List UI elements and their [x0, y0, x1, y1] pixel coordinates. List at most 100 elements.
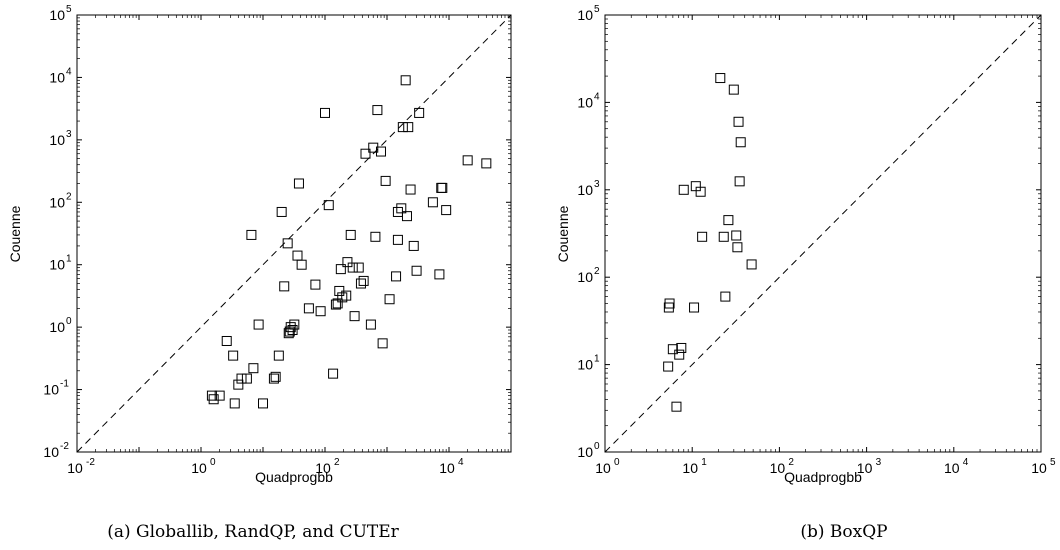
y-tick-exponent: 4 — [66, 66, 72, 77]
data-point — [663, 361, 674, 372]
data-point — [481, 158, 492, 169]
x-tick-exponent: 2 — [788, 457, 794, 468]
data-point — [462, 155, 473, 166]
plot-frame — [604, 14, 1042, 453]
plot-frame — [76, 14, 512, 453]
y-axis-label: Couenne — [7, 205, 23, 262]
y-tick-exponent: 3 — [66, 129, 72, 140]
y-axis-label: Couenne — [555, 205, 571, 262]
x-tick-exponent: -2 — [86, 457, 95, 468]
data-point — [365, 319, 376, 330]
data-point — [320, 107, 330, 118]
data-point — [355, 278, 366, 289]
data-point — [370, 231, 381, 242]
data-point — [397, 122, 408, 133]
y-tick-label: 10 — [577, 444, 593, 460]
x-axis-label: Quadprogbb — [255, 469, 333, 485]
y-tick-label: 10 — [49, 319, 65, 335]
data-point — [323, 200, 334, 211]
x-tick-label: 10 — [595, 460, 611, 476]
data-point — [214, 390, 225, 401]
data-point — [434, 269, 445, 280]
data-point — [733, 116, 744, 127]
y-tick-label: 10 — [577, 7, 593, 23]
data-point — [289, 319, 300, 330]
data-point — [414, 107, 425, 118]
y-tick-exponent: 0 — [66, 316, 72, 327]
x-tick-label: 10 — [439, 460, 455, 476]
data-point — [337, 292, 348, 303]
identity-reference-line — [604, 14, 1042, 453]
data-point — [732, 242, 743, 253]
data-point — [384, 294, 395, 305]
y-tick-exponent: 0 — [594, 441, 600, 452]
data-point — [396, 203, 407, 214]
data-point — [303, 303, 314, 314]
data-point — [335, 264, 346, 275]
data-point — [328, 368, 339, 379]
data-point — [380, 175, 391, 186]
data-point — [270, 371, 281, 382]
data-point — [368, 142, 379, 153]
y-tick-label: 10 — [43, 382, 59, 398]
y-tick-exponent: 1 — [66, 254, 72, 265]
data-point — [695, 186, 706, 197]
data-point — [678, 184, 689, 195]
data-point — [296, 259, 307, 270]
data-point — [723, 215, 734, 226]
data-point — [315, 306, 326, 317]
y-tick-label: 10 — [49, 7, 65, 23]
x-tick-label: 10 — [315, 460, 331, 476]
x-tick-exponent: 0 — [210, 457, 216, 468]
data-point — [392, 234, 403, 245]
data-point — [671, 401, 682, 412]
data-point — [273, 350, 284, 361]
data-point — [718, 231, 729, 242]
y-tick-label: 10 — [49, 132, 65, 148]
panel-caption: (b) BoxQP — [800, 522, 887, 542]
y-tick-exponent: 5 — [66, 4, 72, 15]
data-point — [253, 319, 264, 330]
data-point — [728, 84, 739, 95]
x-tick-exponent: 3 — [876, 457, 882, 468]
x-tick-labels: 10 0 10 1 10 2 10 3 10 4 10 5 — [595, 457, 1056, 476]
data-point — [731, 230, 742, 241]
y-tick-exponent: 3 — [594, 179, 600, 190]
x-tick-exponent: 2 — [334, 457, 340, 468]
data-point — [405, 184, 416, 195]
tick-marks — [76, 14, 512, 453]
data-point — [241, 373, 252, 384]
data-point — [342, 257, 353, 268]
data-point — [411, 265, 422, 276]
data-point — [401, 211, 412, 222]
y-tick-exponent: 1 — [594, 354, 600, 365]
x-tick-exponent: 1 — [701, 457, 707, 468]
data-point — [375, 146, 386, 157]
x-tick-label: 10 — [1031, 460, 1047, 476]
data-point — [735, 137, 746, 148]
data-point — [427, 197, 438, 208]
y-tick-exponent: 4 — [594, 91, 600, 102]
data-point — [310, 279, 321, 290]
data-points — [206, 75, 492, 409]
data-point — [258, 398, 268, 409]
data-point — [248, 363, 259, 374]
data-point — [285, 322, 296, 333]
y-tick-label: 10 — [49, 257, 65, 273]
data-point — [664, 298, 675, 309]
data-point — [293, 178, 304, 189]
data-point — [391, 271, 402, 282]
data-point — [349, 311, 360, 322]
data-point — [282, 238, 293, 249]
data-point — [697, 231, 708, 242]
y-tick-label: 10 — [49, 194, 65, 210]
data-point — [221, 335, 232, 346]
data-point — [400, 75, 411, 86]
data-point — [279, 281, 290, 292]
x-tick-label: 10 — [770, 460, 786, 476]
data-point — [403, 122, 414, 133]
y-tick-exponent: -1 — [60, 379, 69, 390]
